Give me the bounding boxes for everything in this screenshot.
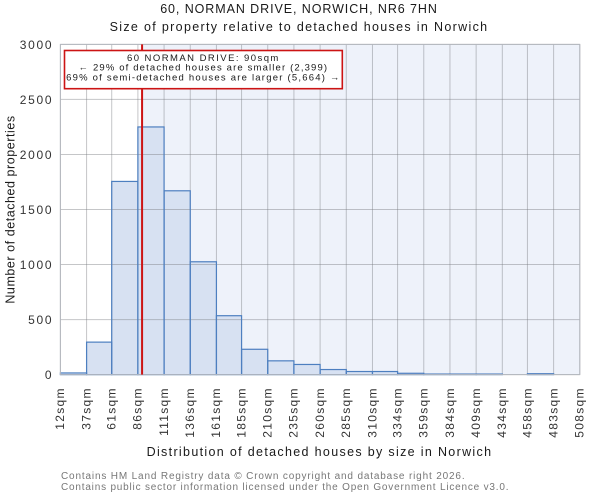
svg-text:359sqm: 359sqm xyxy=(417,387,431,438)
svg-text:Distribution of detached house: Distribution of detached houses by size … xyxy=(147,445,493,459)
svg-text:508sqm: 508sqm xyxy=(573,387,587,438)
svg-text:Number of detached properties: Number of detached properties xyxy=(4,115,18,303)
svg-text:136sqm: 136sqm xyxy=(183,387,197,438)
svg-text:12sqm: 12sqm xyxy=(53,387,67,430)
svg-text:60, NORMAN DRIVE, NORWICH, NR6: 60, NORMAN DRIVE, NORWICH, NR6 7HN xyxy=(160,2,438,16)
svg-text:384sqm: 384sqm xyxy=(443,387,457,438)
svg-text:60 NORMAN DRIVE: 90sqm: 60 NORMAN DRIVE: 90sqm xyxy=(127,53,280,64)
svg-text:334sqm: 334sqm xyxy=(390,387,404,438)
svg-text:2500: 2500 xyxy=(20,93,54,107)
svg-text:210sqm: 210sqm xyxy=(261,387,275,438)
svg-text:161sqm: 161sqm xyxy=(209,387,223,438)
svg-text:3000: 3000 xyxy=(20,38,54,52)
svg-text:61sqm: 61sqm xyxy=(105,387,119,430)
svg-text:0: 0 xyxy=(45,368,53,382)
svg-text:235sqm: 235sqm xyxy=(287,387,301,438)
svg-text:260sqm: 260sqm xyxy=(313,387,327,438)
svg-text:37sqm: 37sqm xyxy=(79,387,93,430)
svg-text:1500: 1500 xyxy=(20,203,54,217)
svg-text:185sqm: 185sqm xyxy=(234,387,248,438)
svg-text:Contains public sector informa: Contains public sector information licen… xyxy=(61,482,509,493)
svg-text:69% of semi-detached houses ar: 69% of semi-detached houses are larger (… xyxy=(66,72,341,83)
svg-text:Size of property relative to d: Size of property relative to detached ho… xyxy=(110,20,489,34)
svg-text:409sqm: 409sqm xyxy=(469,387,483,438)
svg-text:500: 500 xyxy=(28,313,53,327)
svg-text:310sqm: 310sqm xyxy=(365,387,379,438)
svg-text:Contains HM Land Registry data: Contains HM Land Registry data © Crown c… xyxy=(61,471,465,482)
svg-text:← 29% of detached houses are s: ← 29% of detached houses are smaller (2,… xyxy=(79,63,329,74)
svg-text:2000: 2000 xyxy=(20,148,54,162)
svg-text:458sqm: 458sqm xyxy=(520,387,534,438)
svg-text:86sqm: 86sqm xyxy=(131,387,145,430)
svg-text:111sqm: 111sqm xyxy=(157,387,171,436)
svg-text:434sqm: 434sqm xyxy=(495,387,509,438)
svg-text:483sqm: 483sqm xyxy=(546,387,560,438)
svg-text:285sqm: 285sqm xyxy=(339,387,353,438)
svg-text:1000: 1000 xyxy=(20,258,54,272)
